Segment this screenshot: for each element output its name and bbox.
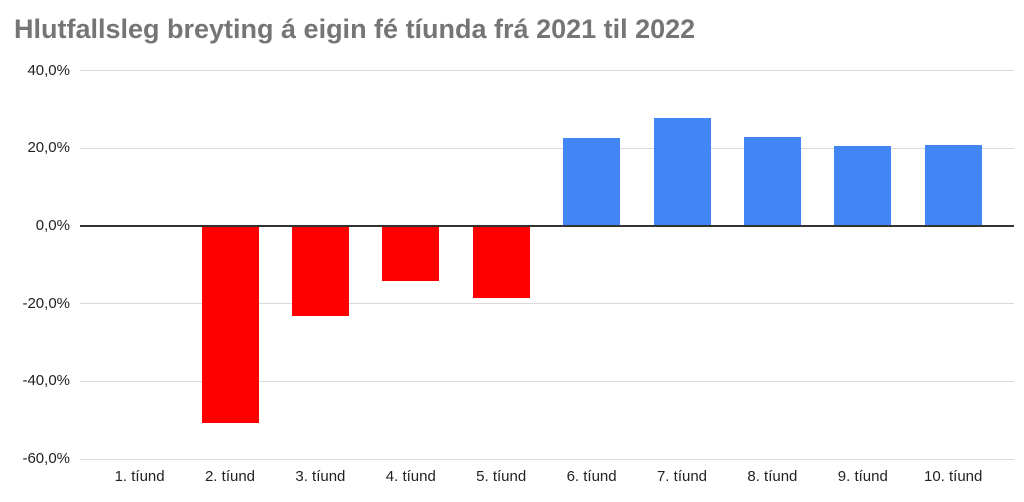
bar-10-tiund[interactable] (924, 144, 982, 226)
chart-title: Hlutfallsleg breyting á eigin fé tíunda … (14, 14, 696, 44)
x-axis-label: 8. tíund (747, 468, 798, 485)
x-axis-label: 9. tíund (837, 468, 888, 485)
bar-7-tiund[interactable] (653, 118, 711, 226)
x-axis-label: 10. tíund (923, 468, 983, 485)
bar-2-tiund[interactable] (201, 226, 259, 424)
x-axis-label: 2. tíund (204, 468, 256, 485)
y-axis-tick-label: 20,0% (27, 139, 70, 157)
bar-6-tiund[interactable] (563, 137, 621, 226)
y-axis-tick-label: -60,0% (22, 450, 70, 468)
y-axis-tick-label: -40,0% (22, 372, 70, 390)
x-axis-label: 5. tíund (476, 468, 527, 485)
y-gridline (80, 303, 1014, 305)
y-gridline (80, 70, 1014, 72)
bar-9-tiund[interactable] (834, 145, 892, 226)
bar-3-tiund[interactable] (291, 226, 349, 317)
x-axis-label: 3. tíund (295, 468, 346, 485)
y-gridline (80, 458, 1014, 460)
bar-5-tiund[interactable] (472, 226, 530, 298)
bar-4-tiund[interactable] (382, 226, 440, 282)
y-gridline (80, 380, 1014, 382)
y-axis-tick-label: 0,0% (35, 217, 70, 234)
x-axis-label: 7. tíund (656, 468, 708, 485)
x-axis-label: 1. tíund (114, 468, 165, 485)
y-gridline (80, 147, 1014, 149)
x-axis-label: 6. tíund (566, 468, 617, 485)
zero-baseline (80, 225, 1014, 227)
y-axis-tick-label: 40,0% (27, 61, 70, 79)
y-axis-tick-label: -20,0% (22, 294, 70, 312)
x-axis-label: 4. tíund (385, 468, 436, 485)
bar-8-tiund[interactable] (743, 137, 801, 226)
